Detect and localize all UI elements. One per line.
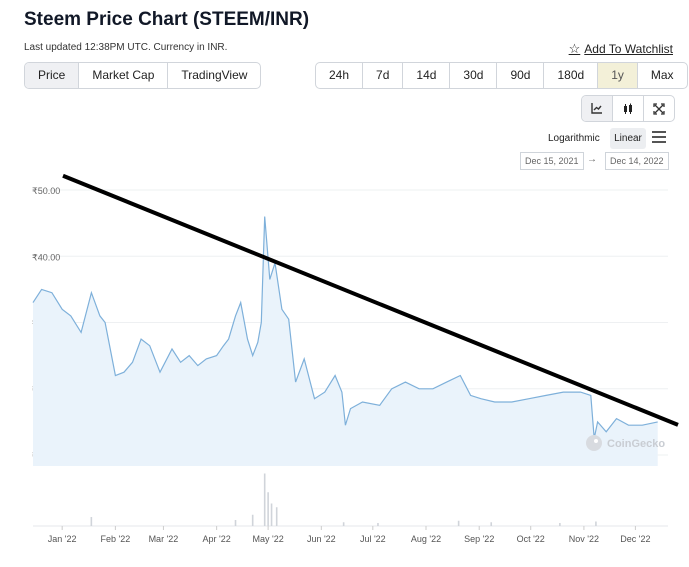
linear-scale-button[interactable]: Linear	[610, 128, 646, 149]
x-tick-label: Jun '22	[307, 534, 336, 544]
volume-bar	[377, 523, 379, 526]
candlestick-icon[interactable]	[613, 96, 644, 121]
y-tick-label: ₹40.00	[32, 252, 60, 262]
range-90d[interactable]: 90d	[497, 63, 545, 88]
watchlist-label: Add To Watchlist	[584, 42, 673, 56]
volume-bar	[251, 514, 254, 526]
logarithmic-scale-button[interactable]: Logarithmic	[548, 133, 600, 144]
volume-bar	[275, 507, 278, 526]
range-30d[interactable]: 30d	[450, 63, 498, 88]
x-tick-label: Oct '22	[517, 534, 545, 544]
x-tick-label: Nov '22	[569, 534, 599, 544]
volume-bar	[90, 517, 93, 526]
volume-bar	[270, 503, 273, 526]
x-tick-label: May '22	[253, 534, 284, 544]
x-tick-label: Jul '22	[360, 534, 386, 544]
fullscreen-icon[interactable]	[644, 96, 674, 121]
time-range-selector: 24h 7d 14d 30d 90d 180d 1y Max	[315, 62, 688, 89]
x-tick-label: Aug '22	[411, 534, 441, 544]
price-series-line	[32, 216, 658, 439]
volume-bar	[342, 522, 345, 526]
range-14d[interactable]: 14d	[403, 63, 451, 88]
range-max[interactable]: Max	[650, 68, 674, 82]
x-axis-ticks: Jan '22 Feb '22 Mar '22 Apr '22 May '22 Jun '…	[48, 526, 651, 544]
tab-market-cap[interactable]: Market Cap	[79, 63, 169, 88]
last-updated-text: Last updated 12:38PM UTC. Currency in IN…	[24, 42, 228, 53]
volume-bars	[33, 473, 668, 527]
add-to-watchlist-link[interactable]: ☆ Add To Watchlist	[569, 41, 673, 57]
chart-view-toggle	[581, 95, 675, 122]
volume-bar	[234, 520, 237, 526]
range-180d[interactable]: 180d	[544, 63, 599, 88]
chart-menu-icon[interactable]	[652, 131, 666, 143]
volume-bar	[559, 523, 561, 526]
x-tick-label: Sep '22	[464, 534, 494, 544]
range-1y[interactable]: 1y	[598, 63, 638, 88]
x-tick-label: Jan '22	[48, 534, 77, 544]
trend-line-annotation	[62, 173, 679, 427]
volume-bar	[595, 521, 597, 526]
range-24h[interactable]: 24h	[316, 63, 364, 88]
watermark-text: CoinGecko	[607, 438, 665, 450]
x-tick-label: Feb '22	[101, 534, 131, 544]
volume-bar	[490, 522, 493, 526]
chart-type-tabs: Price Market Cap TradingView	[24, 62, 262, 89]
volume-bar	[267, 492, 269, 526]
volume-bar	[457, 520, 460, 526]
x-tick-label: Mar '22	[149, 534, 179, 544]
range-7d[interactable]: 7d	[363, 63, 404, 88]
tab-price[interactable]: Price	[25, 63, 80, 88]
volume-bar	[263, 473, 266, 526]
line-chart-icon[interactable]	[582, 96, 613, 121]
star-icon: ☆	[568, 41, 581, 56]
price-area	[33, 216, 658, 466]
date-from-input[interactable]: Dec 15, 2021	[520, 152, 584, 170]
date-range-arrow: →	[587, 154, 597, 165]
page-title: Steem Price Chart (STEEM/INR)	[24, 9, 310, 30]
tab-tradingview[interactable]: TradingView	[181, 68, 248, 82]
x-tick-label: Dec '22	[620, 534, 650, 544]
coingecko-watermark: CoinGecko	[586, 435, 665, 451]
x-tick-label: Apr '22	[203, 534, 231, 544]
y-tick-label: ₹50.00	[32, 186, 60, 196]
date-to-input[interactable]: Dec 14, 2022	[605, 152, 669, 170]
